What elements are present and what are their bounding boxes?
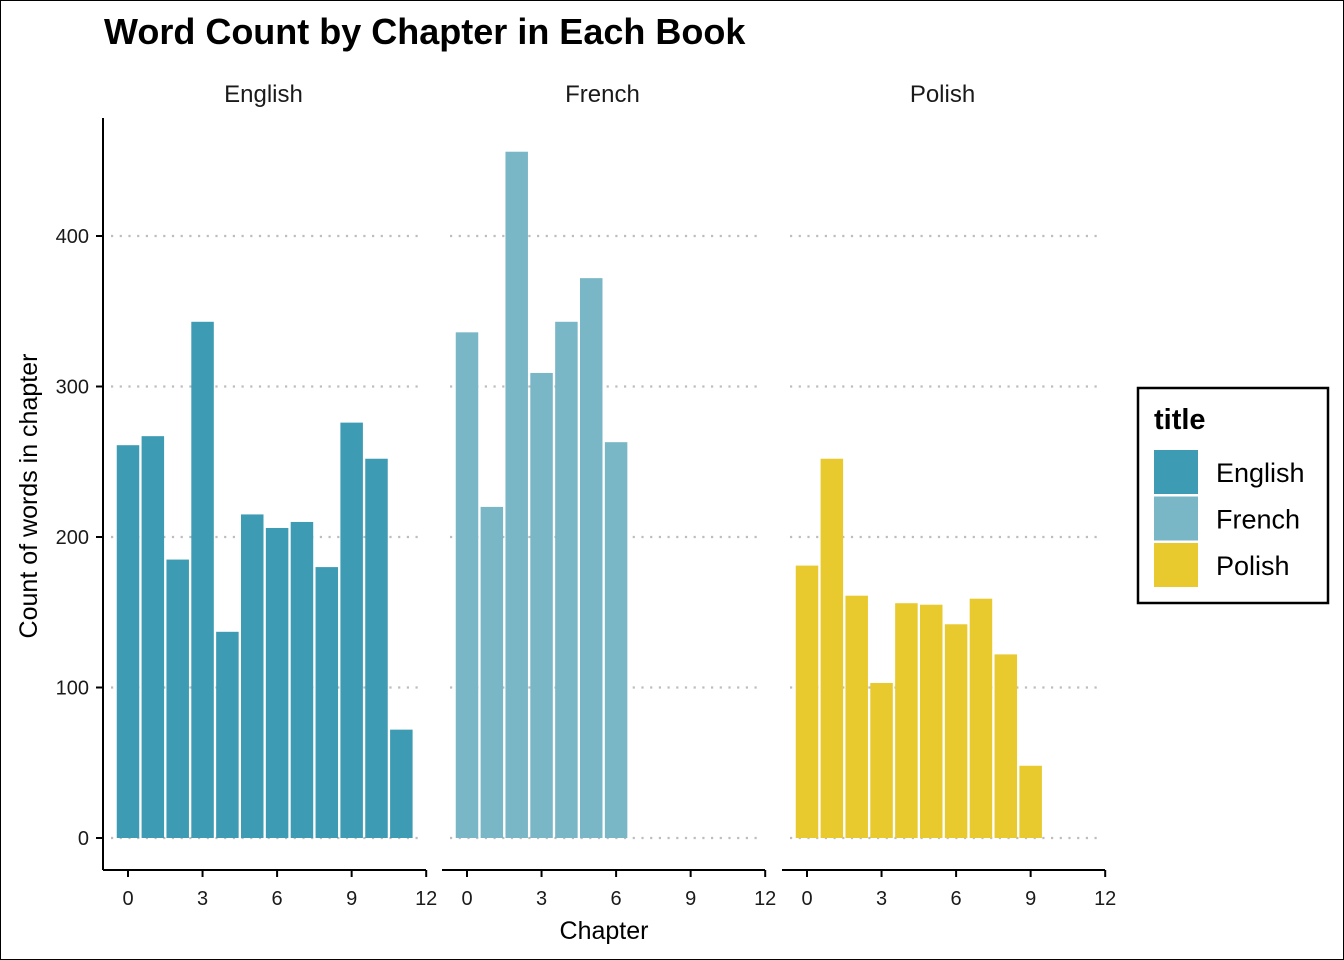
facet-strip-label: French bbox=[565, 81, 640, 108]
legend-swatch bbox=[1154, 543, 1198, 587]
legend-title: title bbox=[1154, 404, 1206, 436]
bar bbox=[241, 514, 264, 838]
legend-swatch bbox=[1154, 496, 1198, 541]
bar bbox=[340, 422, 363, 838]
y-tick-label: 300 bbox=[56, 377, 89, 399]
bar bbox=[141, 436, 165, 838]
bar bbox=[191, 321, 214, 838]
x-tick-label: 12 bbox=[415, 888, 437, 910]
legend-label: Polish bbox=[1216, 551, 1290, 581]
x-tick-label: 12 bbox=[1094, 888, 1116, 910]
x-tick-label: 3 bbox=[876, 888, 887, 910]
x-tick-label: 6 bbox=[611, 888, 622, 910]
x-tick-label: 9 bbox=[685, 888, 696, 910]
facet-panel-french: French 0 3 6 9 12 bbox=[442, 81, 776, 910]
bar bbox=[994, 654, 1018, 838]
bar bbox=[116, 445, 140, 838]
bar bbox=[216, 631, 239, 838]
bar bbox=[895, 603, 918, 838]
bar bbox=[555, 321, 578, 838]
bar bbox=[580, 278, 603, 838]
bar bbox=[290, 521, 314, 838]
bar bbox=[315, 567, 339, 838]
x-axis-title: Chapter bbox=[560, 917, 649, 945]
y-tick-label: 200 bbox=[56, 527, 89, 549]
bar bbox=[1019, 765, 1042, 838]
bar bbox=[530, 372, 553, 838]
bar bbox=[845, 595, 868, 838]
x-tick-label: 9 bbox=[1025, 888, 1036, 910]
x-tick-label: 0 bbox=[801, 888, 812, 910]
legend-swatch bbox=[1154, 450, 1198, 494]
x-tick-label: 0 bbox=[461, 888, 472, 910]
bar bbox=[795, 565, 819, 838]
legend-items: English French Polish bbox=[1154, 450, 1305, 587]
bar bbox=[870, 682, 893, 838]
facet-strip-label: English bbox=[224, 81, 303, 108]
facet-panel-english: English 0 3 6 9 12 bbox=[103, 81, 437, 910]
legend-label: English bbox=[1216, 458, 1305, 488]
y-axis: 0 100 200 300 400 bbox=[56, 118, 104, 870]
facet-strip-label: Polish bbox=[910, 81, 975, 108]
bar bbox=[820, 458, 844, 838]
x-tick-label: 0 bbox=[122, 888, 133, 910]
bar bbox=[166, 559, 189, 838]
legend-label: French bbox=[1216, 505, 1300, 535]
x-tick-label: 6 bbox=[951, 888, 962, 910]
bar bbox=[480, 506, 504, 838]
x-tick-label: 9 bbox=[346, 888, 357, 910]
y-axis-title: Count of words in chapter bbox=[15, 354, 43, 639]
y-tick-label: 100 bbox=[56, 678, 89, 700]
y-tick-label: 400 bbox=[56, 226, 89, 248]
bar bbox=[604, 442, 628, 838]
x-tick-label: 6 bbox=[272, 888, 283, 910]
x-tick-label: 12 bbox=[754, 888, 776, 910]
x-tick-label: 3 bbox=[197, 888, 208, 910]
legend: title English French Polish bbox=[1136, 386, 1330, 605]
bar bbox=[969, 598, 993, 838]
bar bbox=[365, 458, 388, 838]
chart-title: Word Count by Chapter in Each Book bbox=[104, 11, 746, 52]
bar bbox=[390, 729, 413, 838]
x-tick-label: 3 bbox=[536, 888, 547, 910]
facet-panel-polish: Polish 0 3 6 9 12 bbox=[782, 81, 1116, 910]
bar bbox=[455, 332, 479, 838]
bar bbox=[505, 151, 528, 839]
y-tick-label: 0 bbox=[78, 828, 89, 850]
bar bbox=[944, 624, 968, 838]
bar bbox=[265, 527, 289, 838]
bar bbox=[920, 604, 943, 838]
facet-panels: English 0 3 6 9 12 French 0 3 6 9 12 Polish 0 3 6 9 12 0 10… bbox=[56, 81, 1117, 910]
